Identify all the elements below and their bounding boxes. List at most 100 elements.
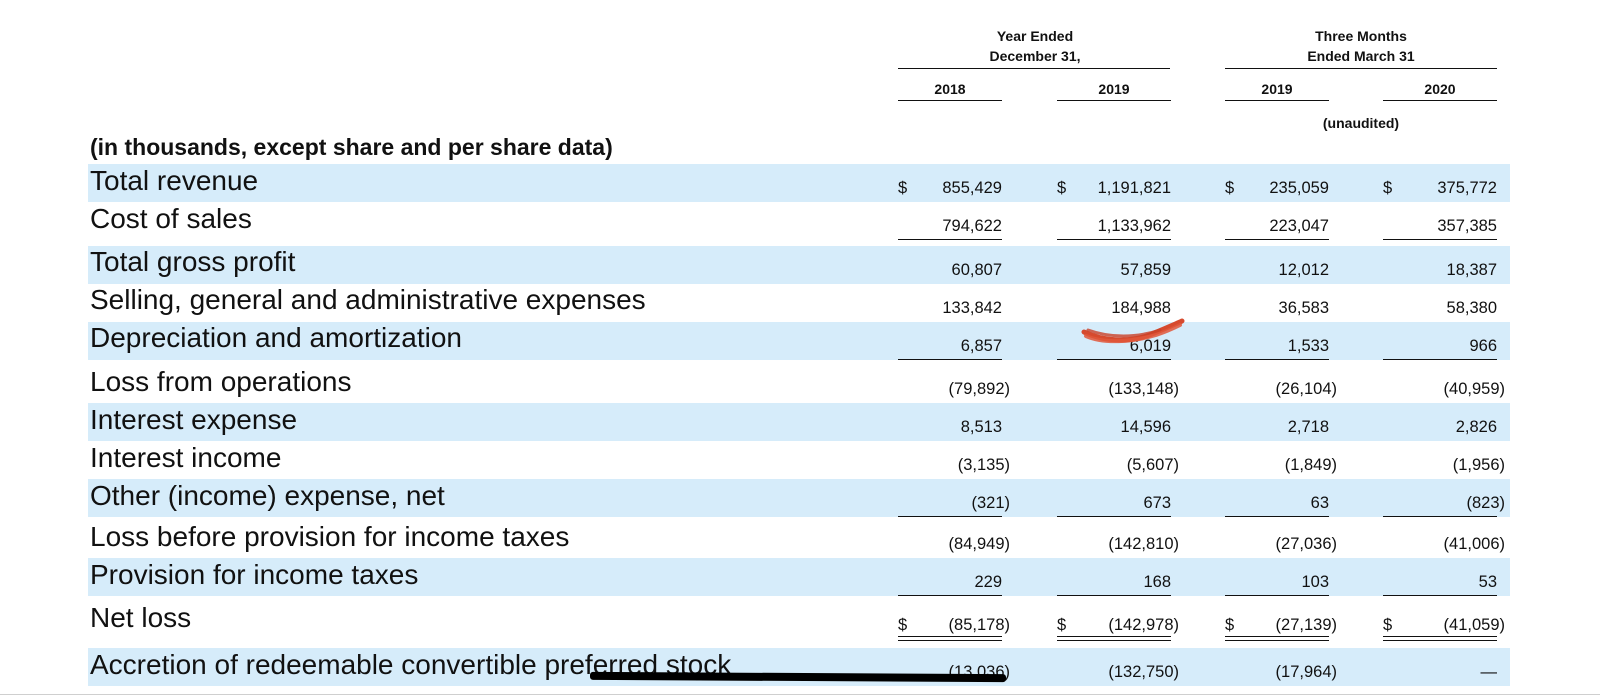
row-value-col4: (823) [1466,494,1505,512]
row-value-col3: 63 [1310,494,1329,512]
row-label: Total revenue [90,165,259,196]
row-value-col3: (27,036) [1275,535,1337,553]
row-value-col1: 133,842 [942,299,1002,317]
header-group-three-months-rule [1225,68,1497,69]
header-year-col4: 2020 [1424,81,1456,97]
header-year-col2-rule [1057,100,1171,101]
row-value-col1: (85,178) [948,616,1010,634]
subtotal-underline [1225,359,1329,360]
units-label: (in thousands, except share and per shar… [90,134,613,160]
total-double-underline [1383,636,1497,641]
row-value-col2: (133,148) [1108,380,1179,398]
row-value-col4: (1,956) [1452,456,1505,474]
header-year-col1: 2018 [934,81,966,97]
header-group-year-ended-rule [898,68,1170,69]
row-label: Cost of sales [90,203,252,234]
row-label: Interest expense [90,404,298,435]
subtotal-underline [1383,516,1497,517]
row-value-col2: (142,978) [1108,616,1179,634]
row-band-8 [88,479,1510,517]
row-value-col3: 235,059 [1269,179,1329,197]
currency-symbol: $ [1383,179,1393,197]
row-band-0 [88,164,1510,202]
header-year-col4-rule [1383,100,1497,101]
row-value-col2: 57,859 [1120,261,1171,279]
row-value-col1: (84,949) [948,535,1010,553]
currency-symbol: $ [1057,179,1067,197]
total-double-underline [1225,636,1329,641]
subtotal-underline [898,516,1002,517]
header-group-three-months-line1: Three Months [1315,28,1407,44]
header-year-col3-rule [1225,100,1329,101]
row-value-col3: 223,047 [1269,217,1329,235]
header-group-year-ended-line1: Year Ended [996,28,1074,44]
row-value-col4: 2,826 [1455,418,1497,436]
row-label: Interest income [90,442,282,473]
total-double-underline [1057,636,1171,641]
row-value-col4: 966 [1469,337,1497,355]
currency-symbol: $ [1057,616,1067,634]
row-value-col3: 1,533 [1287,337,1329,355]
row-label: Total gross profit [90,246,296,277]
row-label: Loss before provision for income taxes [90,521,570,552]
row-value-col1: 229 [974,573,1002,591]
row-value-col4: (41,006) [1443,535,1505,553]
subtotal-underline [1057,359,1171,360]
row-value-col4: 375,772 [1437,179,1497,197]
subtotal-underline [1057,516,1171,517]
currency-symbol: $ [1225,179,1235,197]
row-value-col1: 60,807 [951,261,1002,279]
row-value-col1: 8,513 [960,418,1002,436]
subtotal-underline [1225,516,1329,517]
currency-symbol: $ [1225,616,1235,634]
row-value-col1: (79,892) [948,380,1010,398]
subtotal-underline [1383,239,1497,240]
subtotal-underline [1057,239,1171,240]
header-group-three-months: Three Months Ended March 31 [1225,26,1497,66]
row-value-col1: 855,429 [942,179,1002,197]
row-label: Depreciation and amortization [90,322,462,353]
row-value-col3: (1,849) [1284,456,1337,474]
subtotal-underline [898,239,1002,240]
header-unaudited: (unaudited) [1322,115,1400,131]
header-group-year-ended: Year Ended December 31, [900,26,1170,66]
row-value-col1: (321) [971,494,1010,512]
row-value-col3: (17,964) [1275,663,1337,681]
row-value-col3: 2,718 [1287,418,1329,436]
row-value-col1: (3,135) [957,456,1010,474]
row-value-col3: 103 [1301,573,1329,591]
row-value-col4: 53 [1478,573,1497,591]
row-value-col2: 673 [1143,494,1171,512]
row-value-col2: (142,810) [1108,535,1179,553]
row-band-4 [88,322,1510,360]
row-value-col2: 168 [1143,573,1171,591]
row-band-2 [88,246,1510,284]
row-value-col4: 18,387 [1446,261,1497,279]
subtotal-underline [898,595,1002,596]
row-label: Provision for income taxes [90,559,419,590]
row-value-col3: 36,583 [1278,299,1329,317]
row-value-col2: 184,988 [1111,299,1171,317]
total-double-underline [898,636,1002,641]
header-group-year-ended-line2: December 31, [989,48,1081,64]
header-year-col1-rule [898,100,1002,101]
row-value-col1: 6,857 [960,337,1002,355]
row-value-col2: (5,607) [1126,456,1179,474]
row-value-col3: (26,104) [1275,380,1337,398]
row-value-col2: 1,133,962 [1097,217,1171,235]
header-year-col2: 2019 [1098,81,1130,97]
row-value-col2: 14,596 [1120,418,1171,436]
row-value-col4: (41,059) [1443,616,1505,634]
subtotal-underline [1225,239,1329,240]
currency-symbol: $ [898,179,908,197]
currency-symbol: $ [898,616,908,634]
row-value-col2: 1,191,821 [1097,179,1171,197]
row-label: Loss from operations [90,366,352,397]
header-year-col3: 2019 [1261,81,1293,97]
subtotal-underline [1383,359,1497,360]
row-value-col3: 12,012 [1278,261,1329,279]
subtotal-underline [1383,595,1497,596]
currency-symbol: $ [1383,616,1393,634]
row-label: Other (income) expense, net [90,480,445,511]
row-label: Net loss [90,602,192,633]
